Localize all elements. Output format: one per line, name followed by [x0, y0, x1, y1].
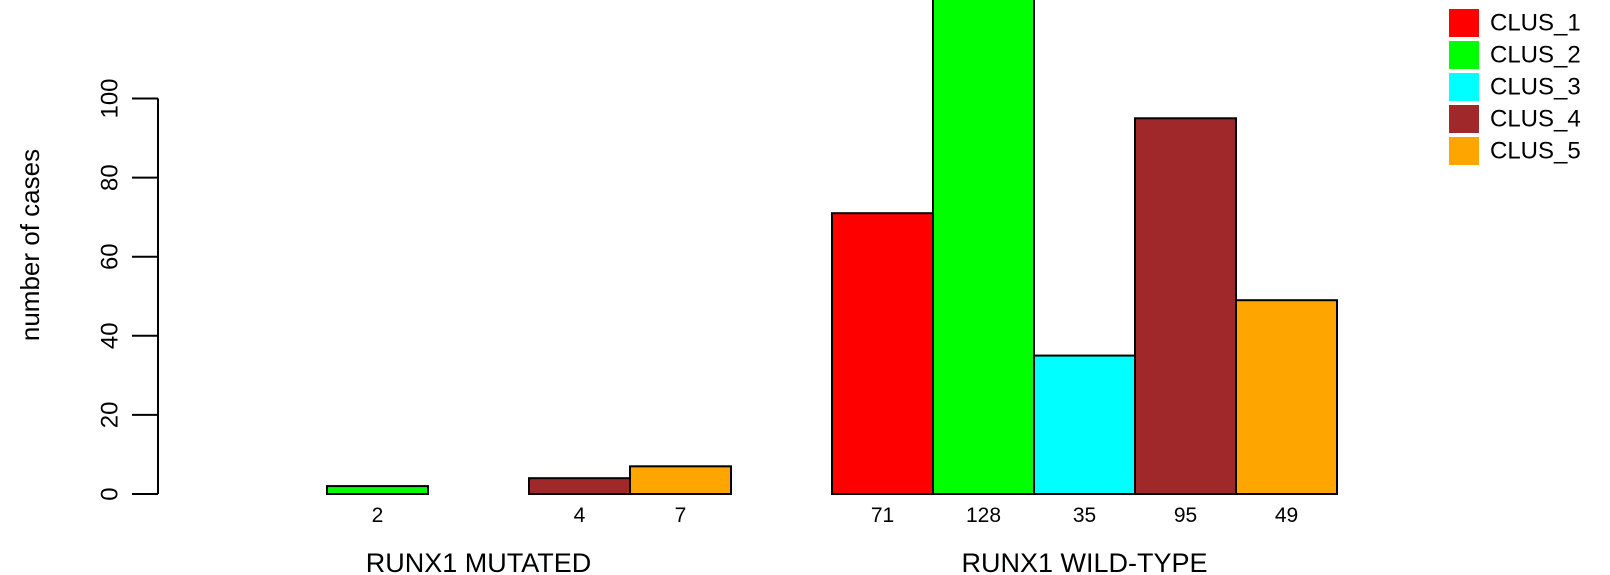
legend-swatch — [1449, 137, 1479, 165]
labels: number of cases 2 4 7 RUNX1 MUTATED 71 128 35 95… — [15, 149, 1298, 575]
y-axis: 0 20 40 60 80 100 — [97, 78, 159, 501]
y-tick-label: 60 — [97, 243, 124, 270]
legend-swatch — [1449, 9, 1479, 37]
y-axis-label: number of cases — [15, 149, 45, 341]
bar-clus-5 — [629, 465, 732, 496]
group-label: RUNX1 MUTATED — [366, 548, 592, 575]
legend-label: CLUS_2 — [1490, 42, 1581, 69]
bar-clus-1 — [831, 212, 934, 495]
legend-label: CLUS_4 — [1490, 106, 1581, 133]
legend-swatch — [1449, 73, 1479, 101]
legend-swatch — [1449, 41, 1479, 69]
bar-value-label: 71 — [871, 504, 894, 527]
bar-clus-3 — [1033, 354, 1136, 496]
bar-clus-4 — [1134, 117, 1237, 496]
legend: CLUS_1 CLUS_2 CLUS_3 CLUS_4 CLUS_5 — [1449, 9, 1581, 165]
bar-value-label: 49 — [1275, 504, 1298, 527]
bar-value-label: 35 — [1073, 504, 1096, 527]
bar-value-label: 4 — [574, 504, 586, 527]
bar-clus-2 — [326, 485, 429, 495]
legend-label: CLUS_5 — [1490, 138, 1581, 165]
legend-label: CLUS_3 — [1490, 74, 1581, 101]
y-tick-label: 100 — [97, 78, 124, 118]
y-tick-label: 0 — [97, 487, 124, 500]
bar-clus-5 — [1235, 299, 1338, 495]
bar-value-label: 95 — [1174, 504, 1197, 527]
group-label: RUNX1 WILD-TYPE — [961, 548, 1207, 575]
bar-value-label: 128 — [966, 504, 1001, 527]
y-tick-label: 20 — [97, 402, 124, 429]
y-tick-label: 80 — [97, 164, 124, 191]
y-tick-label: 40 — [97, 322, 124, 349]
legend-label: CLUS_1 — [1490, 10, 1581, 37]
bar-clus-2 — [932, 0, 1035, 495]
legend-swatch — [1449, 105, 1479, 133]
plot-area — [326, 0, 1338, 496]
bar-value-label: 7 — [675, 504, 687, 527]
bar-clus-4 — [528, 477, 631, 495]
bar-value-label: 2 — [372, 504, 384, 527]
